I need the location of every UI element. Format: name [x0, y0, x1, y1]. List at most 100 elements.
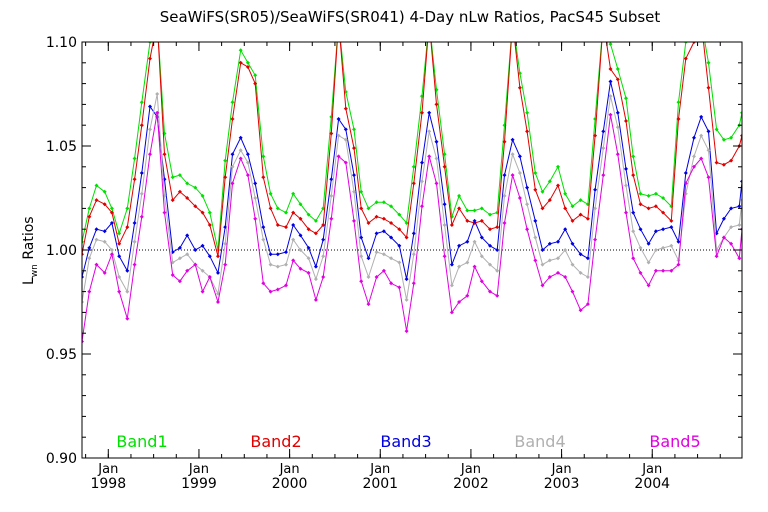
data-point	[230, 100, 235, 105]
data-point	[223, 262, 228, 267]
data-point	[343, 106, 348, 111]
data-point	[488, 212, 492, 217]
data-point	[336, 133, 341, 138]
data-point	[646, 206, 651, 211]
data-point	[253, 216, 258, 221]
data-point	[148, 127, 152, 132]
data-point	[397, 243, 402, 248]
data-point	[479, 218, 484, 223]
data-point	[216, 300, 220, 304]
x-tick-label-month: Jan	[188, 462, 209, 477]
data-point	[125, 206, 130, 211]
data-point	[352, 127, 356, 132]
data-point	[411, 164, 416, 169]
data-point	[525, 202, 530, 207]
data-point	[366, 206, 371, 211]
data-point	[359, 254, 364, 259]
data-point	[132, 239, 137, 244]
data-point	[578, 252, 583, 257]
data-point	[570, 289, 575, 294]
data-point	[465, 208, 470, 213]
data-point	[638, 270, 643, 275]
data-point	[457, 264, 462, 269]
data-point	[170, 260, 175, 265]
data-point	[185, 268, 190, 273]
data-point	[488, 289, 492, 294]
data-point	[125, 268, 130, 273]
data-point	[200, 243, 205, 248]
data-point	[291, 191, 296, 196]
y-tick-label: 0.90	[46, 451, 77, 467]
data-point	[525, 110, 530, 115]
data-point	[593, 206, 598, 211]
x-tick-label-year: 2004	[634, 476, 670, 492]
x-tick-label-year: 2003	[544, 476, 580, 492]
data-point	[465, 218, 470, 223]
data-point	[185, 181, 190, 186]
data-point	[624, 96, 628, 101]
data-point	[87, 214, 92, 219]
series-layer	[82, 42, 742, 344]
data-point	[653, 268, 658, 273]
data-point	[261, 281, 266, 286]
data-point	[155, 92, 160, 96]
data-point	[109, 221, 114, 225]
data-point	[139, 214, 144, 219]
data-point	[306, 212, 311, 217]
data-point	[676, 100, 681, 105]
data-point	[638, 202, 643, 207]
data-point	[117, 231, 122, 236]
data-point	[87, 206, 92, 211]
data-point	[714, 127, 719, 132]
data-point	[465, 260, 470, 265]
data-point	[268, 252, 273, 257]
data-point	[457, 300, 462, 304]
series-band5	[82, 110, 742, 344]
data-point	[411, 181, 416, 186]
data-point	[449, 310, 454, 315]
data-point	[313, 218, 318, 223]
data-point	[653, 229, 658, 234]
data-point	[615, 152, 620, 157]
data-point	[313, 231, 318, 236]
data-point	[139, 171, 144, 175]
data-point	[525, 227, 530, 232]
data-point	[706, 129, 711, 134]
data-point	[170, 273, 175, 277]
data-point	[268, 262, 273, 267]
data-point	[397, 285, 402, 290]
data-point	[162, 210, 167, 215]
data-point	[563, 275, 568, 279]
data-point	[253, 73, 258, 78]
data-point	[313, 297, 318, 302]
data-point	[495, 293, 500, 298]
data-point	[132, 177, 137, 182]
data-point	[261, 175, 266, 180]
data-point	[615, 77, 620, 82]
data-point	[139, 191, 144, 196]
data-point	[729, 241, 734, 246]
y-axis-label-main: L	[21, 277, 37, 285]
data-point	[87, 256, 92, 261]
data-point	[692, 135, 696, 140]
data-point	[177, 189, 182, 194]
data-point	[540, 283, 545, 288]
data-point	[556, 164, 560, 169]
data-point	[155, 110, 160, 115]
data-point	[374, 214, 379, 219]
data-point	[556, 256, 560, 261]
data-point	[714, 160, 719, 165]
data-point	[638, 245, 643, 250]
legend: Band1 Band2 Band3 Band4 Band5	[116, 432, 700, 451]
data-point	[547, 198, 552, 203]
data-point	[624, 119, 628, 123]
data-point	[238, 148, 243, 153]
data-point	[601, 129, 606, 134]
data-point	[238, 156, 243, 161]
series-line-band2	[82, 42, 742, 257]
data-point	[517, 196, 522, 200]
data-point	[132, 221, 137, 225]
x-tick-label-year: 2000	[272, 476, 308, 492]
data-point	[653, 204, 658, 209]
data-point	[230, 152, 235, 157]
